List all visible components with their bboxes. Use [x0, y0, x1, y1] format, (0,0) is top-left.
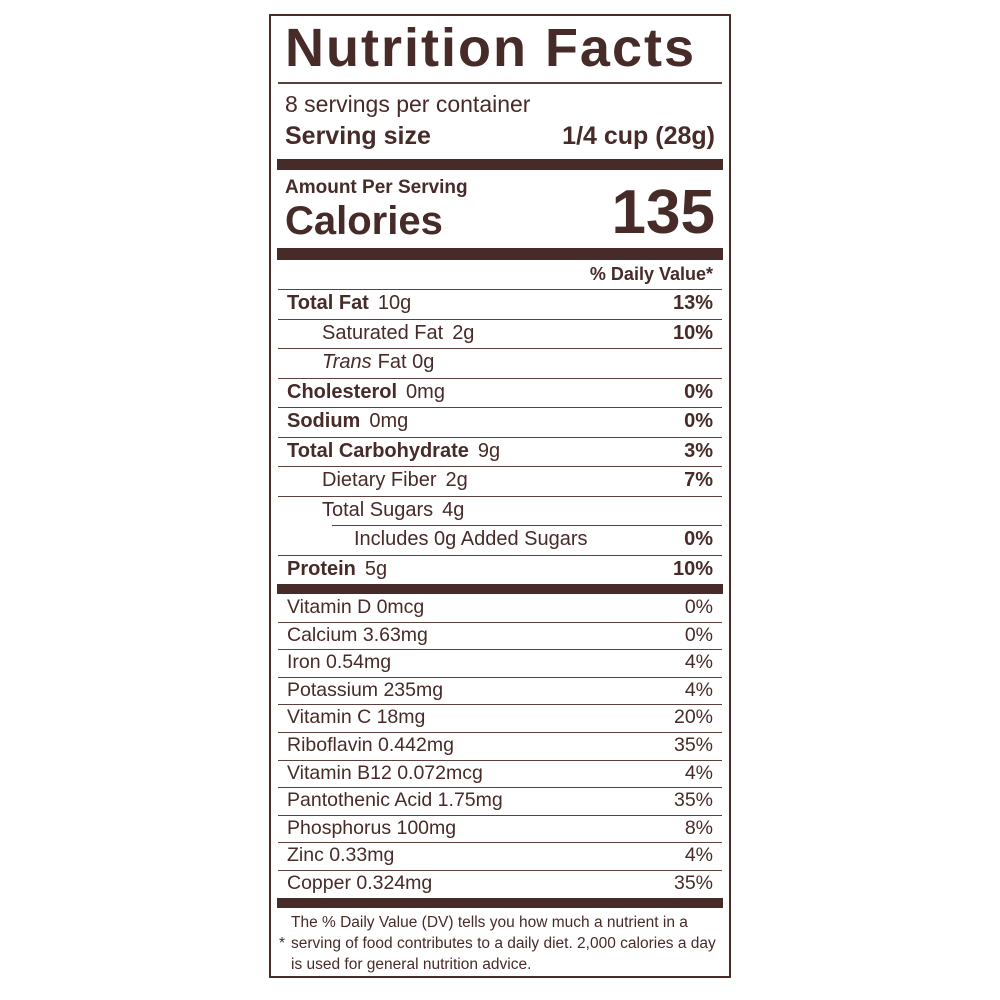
nutrient-row-dietary-fiber: Dietary Fiber 2g 7% — [278, 466, 722, 496]
nutrient-row-total-carbohydrate: Total Carbohydrate 9g 3% — [278, 436, 722, 467]
serving-size-value: 1/4 cup (28g) — [562, 122, 715, 150]
footnote: * The % Daily Value (DV) tells you how m… — [278, 912, 722, 975]
thick-divider — [277, 248, 723, 260]
thick-divider — [277, 897, 723, 908]
vitamin-row-iron: Iron 0.54mg 4% — [278, 649, 722, 677]
calories-section: Amount Per Serving Calories 135 — [285, 176, 715, 247]
nutrient-row-added-sugars: Includes 0g Added Sugars 0% — [278, 525, 722, 555]
vitamin-row-riboflavin: Riboflavin 0.442mg 35% — [278, 731, 722, 760]
vitamin-row-vitamin-d: Vitamin D 0mcg 0% — [287, 596, 713, 618]
servings-per-container: 8 servings per container — [285, 91, 531, 117]
calories-value: 135 — [611, 178, 715, 247]
amount-per-serving-label: Amount Per Serving — [285, 177, 468, 198]
serving-size-row: Serving size 1/4 cup (28g) — [285, 120, 715, 152]
nutrition-facts-label: Nutrition Facts 8 servings per container… — [269, 14, 731, 978]
main-nutrient-rows: Total Fat 10g 13% Saturated Fat 2g 10% T… — [271, 289, 729, 584]
footnote-asterisk: * — [279, 934, 286, 952]
nutrient-row-sodium: Sodium 0mg 0% — [278, 407, 722, 437]
thick-divider — [277, 159, 723, 170]
vitamin-row-potassium: Potassium 235mg 4% — [278, 676, 722, 705]
vitamin-row-copper: Copper 0.324mg 35% — [278, 869, 722, 898]
vitamin-row-vitamin-b12: Vitamin B12 0.072mcg 4% — [278, 759, 722, 788]
nutrient-row-protein: Protein 5g 10% — [278, 554, 722, 585]
thick-divider — [277, 584, 723, 594]
nutrient-row-trans-fat: Trans Fat 0g — [278, 348, 722, 378]
vitamin-row-phosphorus: Phosphorus 100mg 8% — [278, 814, 722, 843]
title-divider — [278, 82, 722, 84]
nutrient-row-total-fat: Total Fat 10g 13% — [278, 289, 722, 319]
footnote-text: The % Daily Value (DV) tells you how muc… — [291, 913, 716, 973]
nutrient-row-cholesterol: Cholesterol 0mg 0% — [278, 377, 722, 408]
vitamin-mineral-rows: Vitamin D 0mcg 0% Calcium 3.63mg 0% Iron… — [271, 594, 729, 898]
vitamin-row-calcium: Calcium 3.63mg 0% — [278, 621, 722, 650]
nutrient-row-total-sugars: Total Sugars 4g — [278, 495, 722, 526]
nutrient-row-saturated-fat: Saturated Fat 2g 10% — [278, 318, 722, 349]
label-title: Nutrition Facts — [285, 18, 697, 78]
vitamin-row-vitamin-c: Vitamin C 18mg 20% — [278, 704, 722, 732]
serving-size-label: Serving size — [285, 122, 431, 150]
vitamin-row-pantothenic-acid: Pantothenic Acid 1.75mg 35% — [278, 787, 722, 815]
calories-label: Calories — [285, 199, 443, 243]
vitamin-row-zinc: Zinc 0.33mg 4% — [278, 842, 722, 870]
daily-value-header: % Daily Value* — [589, 264, 713, 284]
